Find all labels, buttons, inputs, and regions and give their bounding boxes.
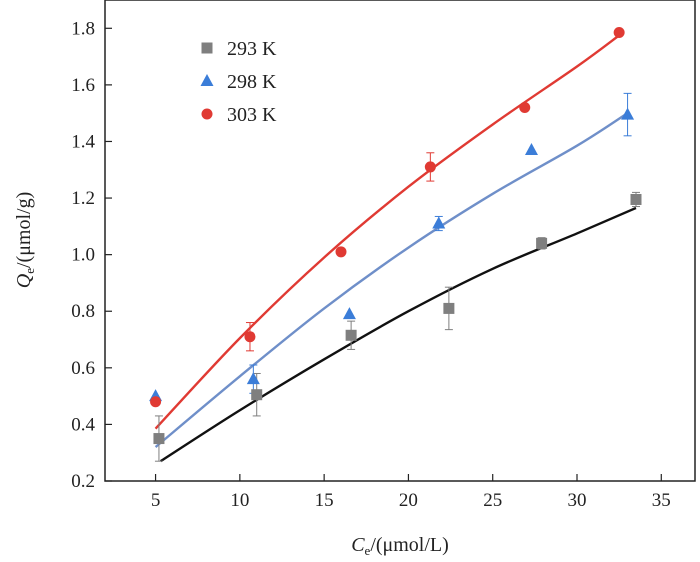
data-point-circle [613,27,625,39]
legend-marker-square [201,42,213,54]
y-axis-title-rest: /(μmol/g) [13,192,35,268]
data-point-square [153,433,165,445]
x-tick-label: 10 [230,490,249,511]
y-tick-label: 1.8 [71,18,95,39]
data-markers [149,27,642,445]
fit-curve-circle [154,34,620,430]
plot-frame [104,0,696,482]
data-point-square [345,329,357,341]
y-tick-label: 0.8 [71,301,95,322]
x-tick-label: 5 [151,490,161,511]
y-tick-label: 1.4 [71,131,95,152]
data-point-circle [244,331,256,343]
x-tick-label: 15 [315,490,334,511]
data-point-square [536,237,548,249]
data-point-triangle [246,372,260,385]
legend-marker-circle [201,108,213,120]
data-point-square [251,389,263,401]
x-tick-label: 35 [652,490,671,511]
data-point-triangle [621,107,635,120]
legend-label: 293 K [227,38,277,60]
x-axis: 5 10 15 20 25 30 35 [151,474,671,511]
data-point-circle [335,246,347,258]
fit-curve-square [159,206,637,463]
x-axis-title-rest: /(μmol/L) [370,534,449,556]
y-tick-label: 1.6 [71,75,95,96]
y-tick-label: 0.6 [71,358,95,379]
data-point-circle [150,396,162,408]
y-tick-label: 1.0 [71,245,95,266]
legend-label: 303 K [227,104,277,126]
y-tick-label: 0.2 [71,471,95,492]
x-tick-label: 25 [483,490,502,511]
data-point-circle [424,161,436,173]
x-axis-title: Ce/(μmol/L) [351,534,449,558]
y-axis: 0.2 0.4 0.6 0.8 1.0 1.2 1.4 1.6 1.8 [71,18,112,492]
error-bars [154,92,640,462]
x-tick-label: 30 [568,490,587,511]
y-tick-label: 1.2 [71,188,95,209]
data-point-circle [519,102,531,114]
fit-curves [154,34,637,463]
legend-marker-triangle [200,74,214,86]
y-axis-title: Qe/(μmol/g) [13,192,37,289]
x-axis-title-sub: e [365,543,371,558]
x-axis-title-main: C [351,534,365,556]
data-point-triangle [432,216,446,229]
x-tick-label: 20 [399,490,418,511]
data-point-square [630,193,642,205]
fit-curve-triangle [154,112,629,448]
data-point-triangle [342,307,356,320]
data-point-square [443,302,455,314]
legend-label: 298 K [227,71,277,93]
y-tick-label: 0.4 [71,414,95,435]
legend: 293 K 298 K 303 K [200,38,277,126]
plot-frame-group [104,0,696,482]
y-axis-title-main: Q [13,273,35,288]
data-point-triangle [524,142,538,155]
y-axis-title-sub: e [22,268,37,274]
